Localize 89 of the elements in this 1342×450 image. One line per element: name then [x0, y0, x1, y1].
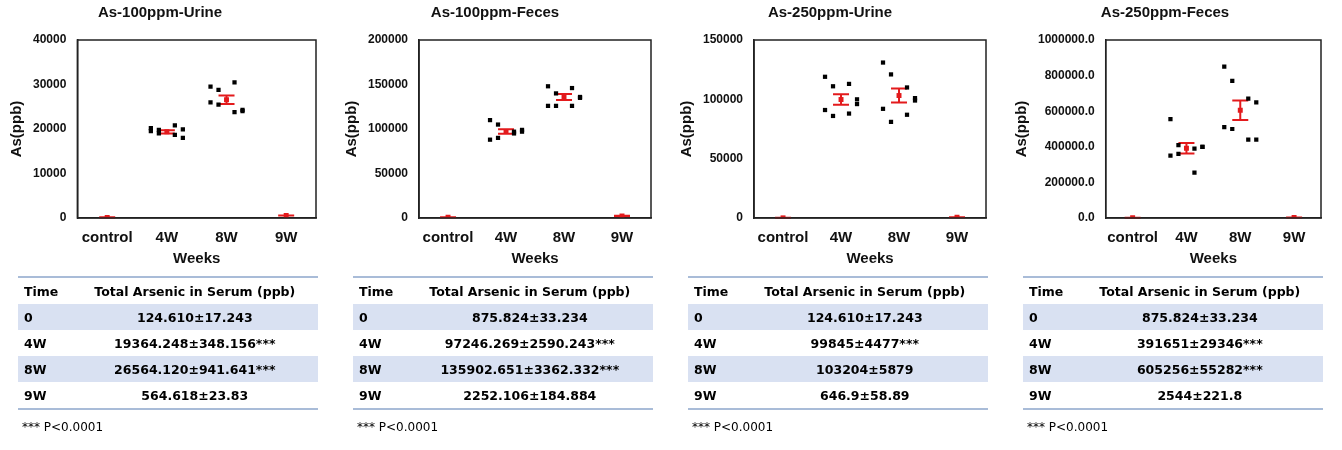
text: 99845±4477***	[809, 334, 920, 353]
text: 97246.269±2590.243***	[443, 334, 616, 353]
x-axis-title: Weeks	[511, 249, 559, 267]
text: 4W	[1028, 334, 1053, 353]
text: 135902.651±3362.332***	[406, 356, 653, 382]
text: 875.824±33.234	[1076, 304, 1323, 330]
x-tick-label: control	[81, 228, 133, 246]
text: Total Arsenic in Serum (ppb)	[741, 277, 988, 304]
text: 8W	[353, 356, 407, 382]
text: Total Arsenic in Serum (ppb)	[71, 277, 318, 304]
x-tick-label: 4W	[829, 228, 854, 246]
y-axis-title: As(ppb)	[7, 100, 25, 158]
text: Time	[688, 277, 742, 304]
text: 2544±221.8	[1076, 382, 1323, 409]
text: 124.610±17.243	[71, 304, 318, 330]
text: 0	[1023, 304, 1077, 330]
x-tick-label: control	[1107, 228, 1159, 246]
text: 9W	[1023, 382, 1077, 409]
chart-title: As-250ppm-Feces	[1100, 3, 1230, 21]
y-tick-label: 1000000.0	[1037, 32, 1096, 47]
text: 391651±29346***	[1135, 334, 1264, 353]
y-tick-label: 0.0	[1078, 210, 1096, 225]
text: 8W	[688, 356, 742, 382]
text: 9W	[18, 382, 72, 409]
y-tick-label: 50000	[709, 150, 744, 165]
y-tick-label: 150000	[368, 76, 409, 91]
text: *** P<0.0001	[357, 420, 440, 434]
chart-title: As-100ppm-Feces	[430, 3, 560, 21]
y-tick-label: 200000.0	[1044, 174, 1096, 189]
text: 26564.120±941.641***	[71, 356, 318, 382]
x-tick-label: 4W	[1175, 228, 1199, 246]
x-tick-label: 4W	[494, 228, 519, 246]
y-tick-label: 10000	[32, 165, 67, 180]
text: *** P<0.0001	[22, 420, 105, 434]
text: Time	[1023, 277, 1077, 304]
text: 8W	[18, 356, 72, 382]
x-tick-label: 8W	[887, 228, 912, 246]
y-tick-label: 150000	[703, 32, 744, 47]
x-axis-title: Weeks	[1189, 249, 1237, 267]
y-axis-title: As(ppb)	[1012, 100, 1030, 158]
text: 19364.248±348.156***	[113, 334, 277, 353]
y-tick-label: 0	[736, 210, 744, 225]
y-axis-title: As(ppb)	[342, 100, 360, 158]
y-tick-label: 40000	[32, 32, 67, 47]
text: 9W	[688, 382, 742, 409]
text: 2252.106±184.884	[406, 382, 653, 409]
y-tick-label: 600000.0	[1044, 103, 1096, 118]
x-tick-label: 9W	[274, 228, 299, 246]
y-tick-label: 100000	[368, 121, 409, 136]
y-tick-label: 20000	[32, 121, 67, 136]
y-axis-title: As(ppb)	[677, 100, 695, 158]
y-tick-label: 100000	[703, 91, 744, 106]
x-axis-title: Weeks	[846, 249, 894, 267]
x-tick-label: 8W	[552, 228, 577, 246]
y-tick-label: 800000.0	[1044, 67, 1096, 82]
text: 103204±5879	[741, 356, 988, 382]
y-tick-label: 50000	[374, 165, 409, 180]
text: Time	[18, 277, 72, 304]
text: 9W	[353, 382, 407, 409]
y-tick-label: 400000.0	[1044, 139, 1096, 154]
y-tick-label: 0	[59, 210, 67, 225]
text: 4W	[358, 334, 383, 353]
chart-title: As-100ppm-Urine	[97, 3, 223, 21]
text: Total Arsenic in Serum (ppb)	[406, 277, 653, 304]
x-tick-label: 9W	[610, 228, 635, 246]
text: 4W	[693, 334, 718, 353]
chart-title: As-250ppm-Urine	[767, 3, 893, 21]
text: Total Arsenic in Serum (ppb)	[1076, 277, 1323, 304]
text: *** P<0.0001	[1027, 420, 1110, 434]
text: 124.610±17.243	[741, 304, 988, 330]
x-tick-label: 8W	[215, 228, 239, 246]
x-tick-label: 4W	[155, 228, 179, 246]
x-tick-label: control	[757, 228, 809, 246]
text: 4W	[23, 334, 48, 353]
text: 646.9±58.89	[741, 382, 988, 409]
y-tick-label: 200000	[368, 32, 409, 47]
text: 605256±55282***	[1076, 356, 1323, 382]
text: 8W	[1023, 356, 1077, 382]
x-axis-title: Weeks	[173, 249, 221, 267]
x-tick-label: 9W	[945, 228, 970, 246]
x-tick-label: 8W	[1229, 228, 1253, 246]
text: Time	[353, 277, 407, 304]
text: 875.824±33.234	[406, 304, 653, 330]
text: *** P<0.0001	[692, 420, 775, 434]
text: 564.618±23.83	[71, 382, 318, 409]
y-tick-label: 30000	[32, 76, 67, 91]
x-tick-label: 9W	[1282, 228, 1307, 246]
y-tick-label: 0	[401, 210, 409, 225]
x-tick-label: control	[422, 228, 474, 246]
